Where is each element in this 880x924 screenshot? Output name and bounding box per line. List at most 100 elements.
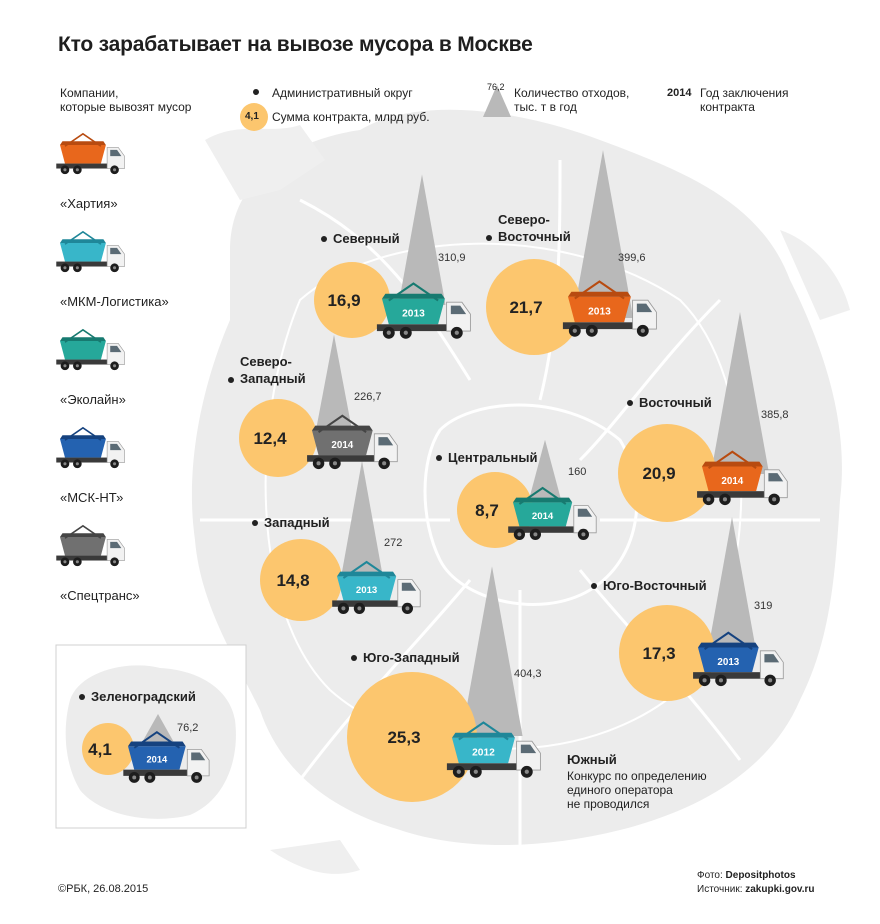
truck-bin [60,536,106,556]
legend-year-line2: контракта [700,100,755,114]
waste-value-2: 226,7 [354,391,382,403]
legend-year-line1: Год заключения [700,86,789,100]
truck-bin [128,746,186,770]
district-truck-0: 2013 [376,282,471,339]
truck-hub [75,364,79,368]
contract-value-2: 12,4 [253,429,287,448]
truck-arm [317,414,367,434]
truck-hub [456,769,461,774]
truck-year: 2012 [472,748,495,759]
district-name-2-0: Северо- [240,354,292,369]
contract-value-8: 4,1 [88,740,112,759]
district-dot-5 [252,520,258,526]
truck-hub [403,330,408,335]
truck-window [636,303,653,313]
company-truck-1 [56,230,125,273]
companies-heading: Компании, которые вывозят мусор [60,86,191,114]
truck-bin [452,737,515,764]
truck-hub [454,330,459,335]
truck-year: 2014 [721,476,743,487]
waste-spike-0 [398,174,446,305]
waste-value-5: 272 [384,537,402,549]
companies-heading-line1: Компании, [60,86,119,100]
source-credit: Источник: zakupki.gov.ru [697,883,815,897]
source-link: zakupki.gov.ru [745,884,815,895]
truck-year: 2013 [717,657,739,668]
truck-window [110,149,122,157]
contract-value-0: 16,9 [327,291,360,310]
district-dot-3 [627,400,633,406]
truck-hub [768,678,773,683]
truck-hub [640,328,645,333]
truck-bin [60,144,106,164]
district-dot-6 [591,583,597,589]
truck-hub [702,678,707,683]
truck-chassis [697,491,783,498]
legend-contract-sum: Сумма контракта, млрд руб. [272,110,430,124]
truck-hub [386,330,391,335]
south-district-name: Южный [567,752,617,767]
truck-hub [147,775,152,780]
contract-circle-3 [618,424,716,522]
companies-heading-line2: которые вывозят мусор [60,100,192,114]
truck-hub [63,462,67,466]
district-name-6-0: Юго-Восточный [603,578,707,593]
district-name-5-0: Западный [264,515,330,530]
truck-hub [706,497,711,502]
truck-year: 2013 [356,585,377,596]
truck-chassis [56,163,121,169]
truck-window [378,437,394,446]
south-district: Южный Конкурс по определению единого опе… [567,752,707,811]
district-trucks: 2013 2013 2014 2014 2014 2013 2013 2012 2014 [123,280,788,783]
legend-contract-sample: 4,1 [245,111,259,122]
company-legend-trucks [56,132,125,567]
truck-hub [75,462,79,466]
waste-spikes [140,150,770,746]
truck-hub [113,168,117,172]
district-dot-4 [436,455,442,461]
truck-hub [357,606,362,611]
waste-value-0: 310,9 [438,252,466,264]
waste-spike-1 [572,150,634,318]
truck-hub [524,769,529,774]
truck-year: 2014 [532,511,554,522]
contract-circle-7 [347,672,477,802]
district-truck-6: 2013 [693,631,784,687]
legend-waste-sample: 76,2 [487,82,505,92]
truck-chassis [56,359,121,365]
south-note-line1: Конкурс по определению [567,769,707,783]
truck-hub [63,364,67,368]
truck-hub [316,461,321,466]
district-truck-1: 2013 [562,280,657,337]
truck-arm [342,560,391,579]
district-dot-2 [228,377,234,383]
truck-chassis [123,769,205,776]
legend-year-label: Год заключения контракта [700,86,789,114]
contract-circles [82,259,716,802]
truck-chassis [508,526,592,533]
legend-waste-line1: Количество отходов, [514,86,630,100]
company-truck-2 [56,328,125,371]
truck-hub [722,497,728,502]
waste-value-8: 76,2 [177,722,198,734]
district-name-4-0: Центральный [448,450,537,465]
truck-hub [113,364,117,368]
truck-window [110,345,122,353]
truck-hub [533,532,538,537]
legend-year-sample: 2014 [667,87,692,99]
truck-bin [513,502,573,527]
truck-chassis [56,457,121,463]
district-dot-8 [79,694,85,700]
district-name-2-1: Западный [240,371,306,386]
district-truck-2: 2014 [307,414,398,470]
contract-value-7: 25,3 [387,728,420,747]
waste-value-4: 160 [568,466,586,478]
truck-hub [572,328,577,333]
truck-hub [718,678,724,683]
truck-bin [337,576,397,601]
district-truck-3: 2014 [697,450,788,506]
truck-hub [113,462,117,466]
truck-year: 2014 [146,755,168,765]
waste-spike-2 [316,334,352,430]
contract-circle-0 [314,262,390,338]
